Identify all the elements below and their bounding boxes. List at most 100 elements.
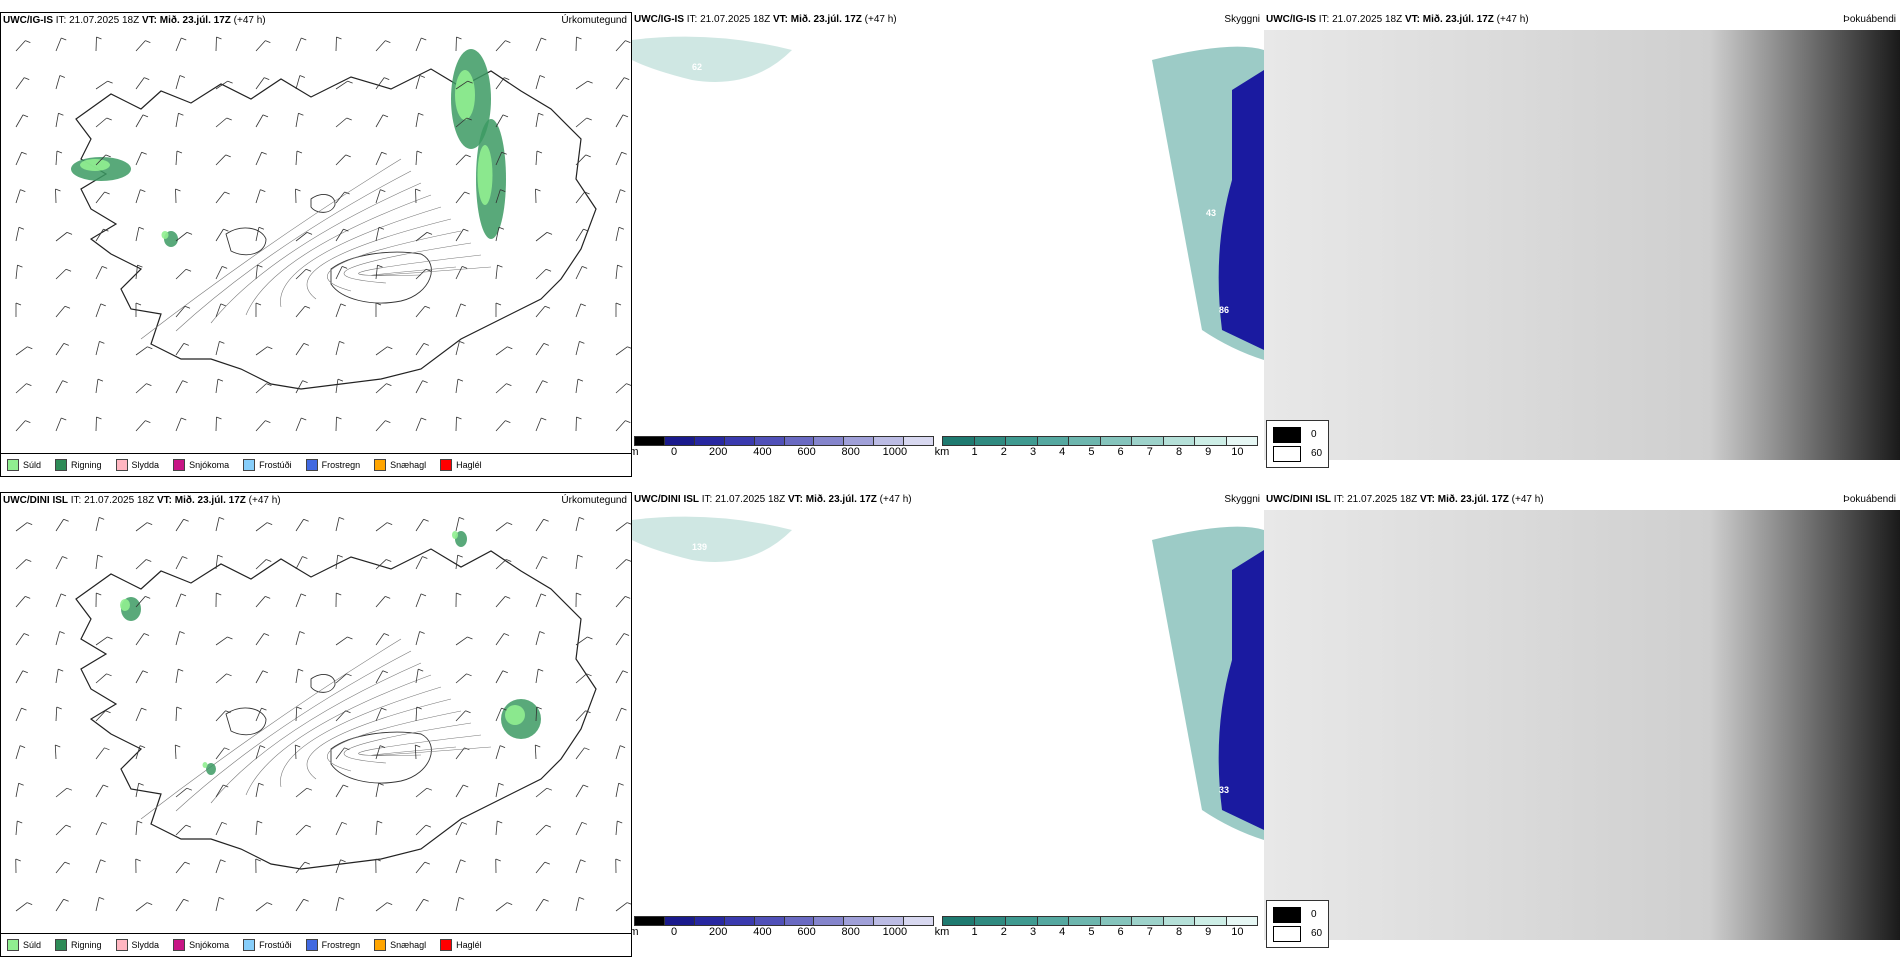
colorbar-bin [1038,437,1070,445]
lead-time: (+47 h) [249,495,281,506]
ceiling-value-label: 71 [1067,657,1077,667]
init-time-value: 21.07.2025 18Z [69,15,139,26]
colorbar-bin [755,917,785,925]
colorbar-tick: 600 [797,926,815,938]
legend-item: Snjókoma [173,939,229,951]
legend-swatch [440,939,452,951]
colorbar-bin [1132,917,1164,925]
legend-item: 0 [1273,905,1322,924]
ceiling-value-label: 87 [873,71,883,81]
model-name: UWC/DINI ISL [634,494,699,505]
legend-swatch [7,459,19,471]
colorbar-bin [725,917,755,925]
legend-item: Frostúði [243,459,292,471]
run-info-header: UWC/IG-IS IT: 21.07.2025 18Z VT: Mið. 23… [1266,12,1529,28]
colorbar-bin [1164,917,1196,925]
legend-item: Rigning [55,459,102,471]
colorbar-tick: 6 [1118,926,1124,938]
colorbar-tick: 400 [753,926,771,938]
legend-label: Frostregn [322,940,361,950]
colorbar-bin [1227,437,1258,445]
ceiling-value-label: 86 [1219,305,1229,315]
colorbar-tick: 1 [972,446,978,458]
colorbar-unit: m [632,926,639,938]
ceiling-value-label: 105 [1177,807,1192,817]
ceiling-value-label: 101 [831,573,846,583]
colorbar-bin [1069,437,1101,445]
init-time-value: 21.07.2025 18Z [1332,14,1402,25]
lead-time: (+47 h) [234,15,266,26]
ceiling-value-label: 112 [734,380,749,390]
panel-title: Skyggni [1224,492,1260,508]
ceiling-value-label: 68 [1109,155,1119,165]
lead-time: (+47 h) [1512,494,1544,505]
legend-item: 60 [1273,924,1322,943]
legend-swatch [306,459,318,471]
colorbar-tick: 4 [1059,446,1065,458]
legend-label: Frostregn [322,460,361,470]
lead-time: (+47 h) [1497,14,1529,25]
colorbar-bin [975,437,1007,445]
valid-time-value: Mið. 23.júl. 17Z [806,494,877,505]
ceiling-value-label: 70 [818,816,828,826]
legend-label: Snjókoma [189,940,229,950]
ceiling-value-label: 97 [734,860,744,870]
colorbar-tick: 4 [1059,926,1065,938]
model-name: UWC/DINI ISL [1266,494,1331,505]
legend-label: Snjókoma [189,460,229,470]
legend-item: 60 [1273,444,1322,463]
legend-swatch [55,459,67,471]
ceiling-value-label: 68 [970,124,980,134]
model-name: UWC/IG-IS [1266,14,1316,25]
ceiling-value-label: 62 [1080,274,1090,284]
colorbar-tick: 0 [671,446,677,458]
run-info-header: UWC/DINI ISL IT: 21.07.2025 18Z VT: Mið.… [3,493,281,509]
ceiling-value-label: 80 [873,551,883,561]
valid-time-value: Mið. 23.júl. 17Z [175,495,246,506]
ceiling-value-label: 40 [721,283,731,293]
ceiling-value-label: 106 [928,146,943,156]
legend-label: Rigning [71,460,102,470]
colorbar-bin [844,917,874,925]
colorbar-tick: 800 [842,926,860,938]
colorbar-bin [874,437,904,445]
colorbar-tick: 9 [1205,446,1211,458]
legend-item: Slydda [116,939,160,951]
valid-time-label: VT: [157,495,172,506]
legend-item: 0 [1273,425,1322,444]
ceiling-value-label: 56 [763,261,773,271]
legend-swatch [173,939,185,951]
legend-label: Haglél [456,460,482,470]
valid-time-label: VT: [773,14,788,25]
legend-label: Súld [23,460,41,470]
init-time-value: 21.07.2025 18Z [715,494,785,505]
ceiling-value-label: 49 [1109,635,1119,645]
legend-item: Haglél [440,939,482,951]
legend-label: 0 [1311,909,1317,920]
panel-title: Úrkomutegund [561,13,627,29]
colorbar-bin [1195,917,1227,925]
colorbar-tick: 600 [797,446,815,458]
ceiling-value-label: 55 [915,869,925,879]
ceiling-value-label: 82 [831,93,841,103]
legend-item: Súld [7,939,41,951]
lead-time: (+47 h) [880,494,912,505]
cloud-ceiling-visibility-map: 1391801211801021059710181676333578056714… [632,510,1264,940]
init-time-value: 21.07.2025 18Z [700,14,770,25]
colorbar-tick: 200 [709,926,727,938]
ceiling-value-label: 62 [692,62,702,72]
colorbar-bin [755,437,785,445]
legend-item: Haglél [440,459,482,471]
legend-item: Frostúði [243,939,292,951]
init-time-value: 21.07.2025 18Z [1347,494,1417,505]
fog-index-panel-row-2: UWC/DINI ISL IT: 21.07.2025 18Z VT: Mið.… [1264,492,1900,957]
ceiling-value-label: 60 [886,168,896,178]
colorbar-unit: m [632,446,639,458]
ceiling-value-label: 88 [1164,230,1174,240]
valid-time-value: Mið. 23.júl. 17Z [160,15,231,26]
colorbar-bin [1195,437,1227,445]
colorbar-unit: km [935,926,950,938]
legend-label: 60 [1311,928,1322,939]
